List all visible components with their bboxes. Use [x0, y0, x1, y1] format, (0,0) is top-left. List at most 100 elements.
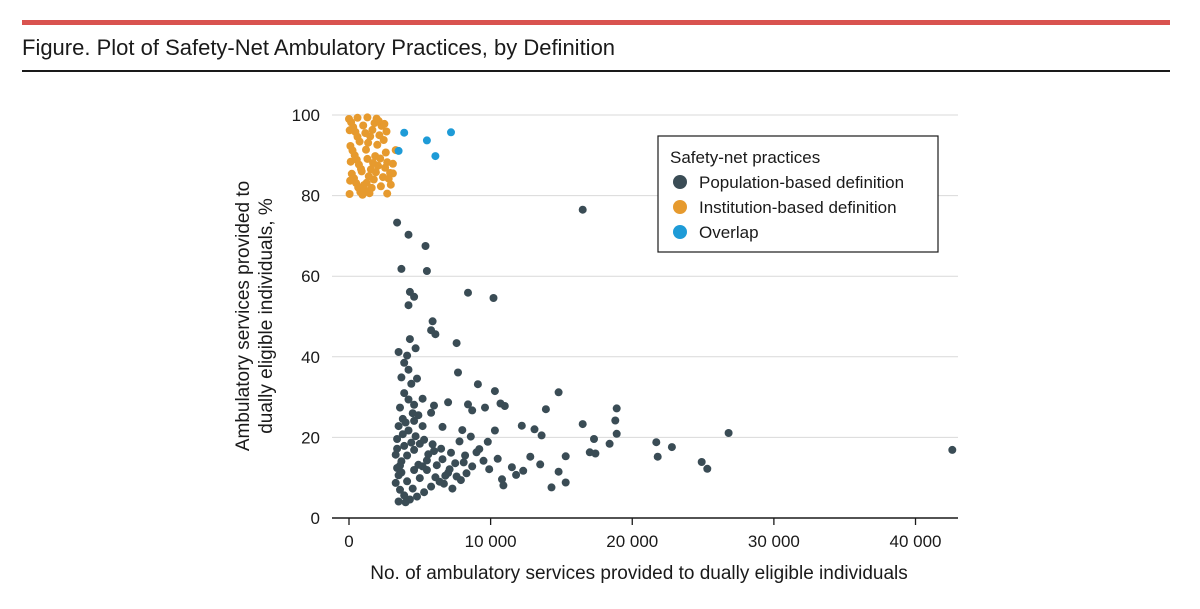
population-point	[421, 242, 430, 250]
population-point	[612, 404, 621, 413]
y-tick-label: 60	[301, 267, 320, 286]
population-point	[466, 432, 475, 441]
overlap-point	[422, 136, 431, 145]
population-point	[652, 438, 661, 447]
institution-point	[374, 161, 382, 170]
population-point	[561, 452, 570, 461]
y-tick-label: 100	[292, 106, 320, 125]
population-point	[407, 379, 416, 388]
population-point	[427, 482, 436, 491]
institution-point	[373, 140, 382, 149]
population-point	[411, 432, 420, 441]
population-point	[438, 455, 447, 464]
institution-point	[346, 157, 355, 166]
population-point	[444, 398, 453, 407]
institution-point	[388, 159, 397, 168]
population-point	[438, 422, 447, 431]
population-point	[437, 444, 446, 453]
institution-point	[376, 182, 385, 191]
institution-point	[381, 148, 390, 157]
population-point	[428, 317, 437, 326]
institution-point	[368, 125, 377, 134]
y-axis-label-line-2: dually eligible individuals, %	[256, 198, 277, 434]
figure-title: Figure. Plot of Safety-Net Ambulatory Pr…	[22, 35, 616, 60]
population-point	[455, 437, 464, 446]
overlap-point	[394, 146, 403, 155]
population-point	[496, 399, 505, 408]
population-point	[519, 466, 528, 475]
population-point	[439, 479, 448, 488]
population-point	[403, 351, 412, 360]
population-point	[462, 469, 471, 478]
population-point	[411, 344, 420, 353]
population-point	[724, 429, 733, 437]
institution-point	[379, 136, 388, 144]
population-point	[403, 451, 412, 460]
population-point	[447, 448, 455, 457]
population-point	[401, 418, 410, 427]
population-point	[401, 498, 410, 507]
legend-label-population: Population-based definition	[699, 173, 904, 192]
population-point	[452, 472, 461, 481]
overlap-point	[447, 128, 455, 137]
population-point	[537, 431, 546, 440]
x-axis-label: No. of ambulatory services provided to d…	[370, 563, 908, 584]
institution-point	[376, 154, 385, 163]
population-point	[400, 389, 409, 398]
population-point	[458, 426, 467, 435]
population-point	[418, 394, 427, 403]
institution-point	[359, 121, 368, 130]
x-tick-label: 0	[344, 532, 353, 551]
population-point	[430, 401, 438, 410]
population-point	[400, 358, 409, 367]
top-accent-rule	[22, 20, 1170, 25]
population-point	[948, 445, 957, 454]
x-tick-label: 40 000	[890, 532, 942, 551]
population-point	[430, 447, 438, 456]
population-point	[404, 230, 413, 239]
institution-point	[359, 181, 368, 190]
population-point	[396, 485, 404, 494]
institution-point	[363, 113, 372, 122]
institution-point	[353, 113, 362, 122]
legend-title: Safety-net practices	[670, 148, 820, 167]
population-point	[473, 380, 482, 389]
population-point	[561, 478, 570, 487]
population-point	[427, 408, 436, 417]
population-point	[398, 430, 407, 439]
population-point	[413, 492, 421, 501]
institution-point	[345, 126, 354, 135]
y-tick-label: 20	[301, 428, 320, 447]
population-point	[499, 481, 508, 490]
institution-point	[369, 175, 378, 184]
population-point	[481, 403, 489, 412]
institution-point	[382, 127, 391, 136]
overlap-point	[431, 152, 440, 161]
population-point	[451, 459, 460, 468]
population-point	[400, 491, 409, 500]
population-point	[445, 465, 454, 474]
population-point	[547, 483, 556, 492]
population-point	[464, 400, 472, 409]
population-point	[420, 435, 429, 444]
population-point	[408, 484, 417, 493]
data-points	[345, 113, 957, 507]
population-point	[418, 462, 427, 471]
population-point	[483, 437, 492, 446]
population-point	[512, 470, 521, 479]
institution-point	[345, 190, 354, 198]
population-point	[404, 301, 413, 310]
population-point	[697, 458, 706, 466]
population-point	[393, 218, 402, 227]
legend: Safety-net practices Population-based de…	[657, 135, 939, 253]
population-point	[536, 460, 545, 469]
population-point	[408, 409, 417, 418]
population-point	[459, 458, 468, 467]
population-point	[667, 443, 676, 452]
population-point	[393, 435, 402, 443]
population-point	[394, 497, 403, 506]
population-point	[448, 484, 457, 493]
population-point	[428, 440, 437, 449]
population-point	[396, 403, 404, 412]
